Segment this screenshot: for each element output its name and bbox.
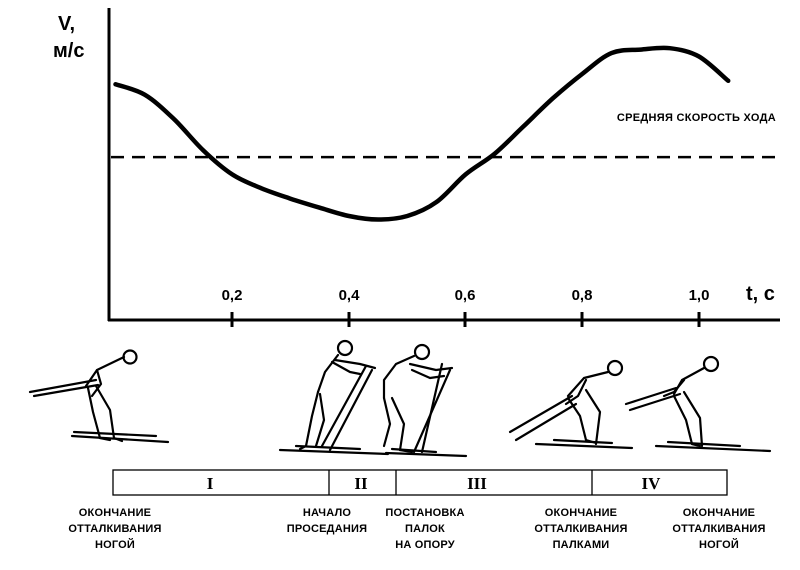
skier-figure-3 — [382, 343, 468, 458]
caption-line: НАЧАЛО — [302, 507, 352, 519]
caption-pole-push-end: ОКОНЧАНИЕ ОТТАЛКИВАНИЯ ПАЛКАМИ — [526, 505, 636, 553]
x-ticks: 0,2 0,4 0,6 0,8 1,0 — [222, 287, 710, 327]
caption-leg-push-end-1: ОКОНЧАНИЕ ОТТАЛКИВАНИЯ НОГОЙ — [60, 505, 170, 553]
phase-label-2: II — [354, 474, 368, 493]
caption-line: ОТТАЛКИВАНИЯ — [68, 523, 162, 535]
x-axis-label: t, c — [746, 283, 775, 305]
phase-bar: I II III IV — [112, 469, 728, 496]
phase-label-3: III — [467, 474, 487, 493]
caption-line: ОТТАЛКИВАНИЯ — [672, 523, 766, 535]
caption-line: ОТТАЛКИВАНИЯ — [534, 523, 628, 535]
x-tick-label: 0,2 — [222, 287, 243, 304]
x-tick-label: 0,4 — [339, 287, 361, 304]
caption-pole-plant: ПОСТАНОВКА ПАЛОК НА ОПОРУ — [370, 505, 480, 553]
x-tick-label: 1,0 — [689, 287, 710, 304]
phase-label-1: I — [207, 474, 214, 493]
caption-line: ПАЛОК — [405, 523, 445, 535]
caption-line: ОКОНЧАНИЕ — [682, 507, 756, 519]
average-speed-label: СРЕДНЯЯ СКОРОСТЬ ХОДА — [617, 112, 776, 124]
caption-line: НОГОЙ — [698, 539, 740, 551]
caption-line: НА ОПОРУ — [395, 539, 455, 551]
caption-line: ПОСТАНОВКА — [385, 507, 465, 519]
y-axis-label-unit: м/с — [53, 40, 84, 62]
caption-line: ОКОНЧАНИЕ — [78, 507, 152, 519]
skier-figure-5 — [624, 355, 772, 453]
y-axis-label-v: V, — [58, 13, 75, 35]
skier-figure-1 — [28, 349, 170, 444]
skier-figure-2 — [278, 339, 390, 456]
skier-figure-4 — [508, 359, 634, 450]
caption-line: НОГОЙ — [94, 539, 136, 551]
caption-line: ПАЛКАМИ — [552, 539, 610, 551]
x-tick-label: 0,6 — [455, 287, 476, 304]
x-tick-label: 0,8 — [572, 287, 593, 304]
velocity-curve — [113, 45, 731, 222]
caption-line: ПРОСЕДАНИЯ — [286, 523, 368, 535]
caption-leg-push-end-2: ОКОНЧАНИЕ ОТТАЛКИВАНИЯ НОГОЙ — [664, 505, 774, 553]
caption-line: ОКОНЧАНИЕ — [544, 507, 618, 519]
caption-squat-start: НАЧАЛО ПРОСЕДАНИЯ — [272, 505, 382, 537]
phase-label-4: IV — [642, 474, 662, 493]
